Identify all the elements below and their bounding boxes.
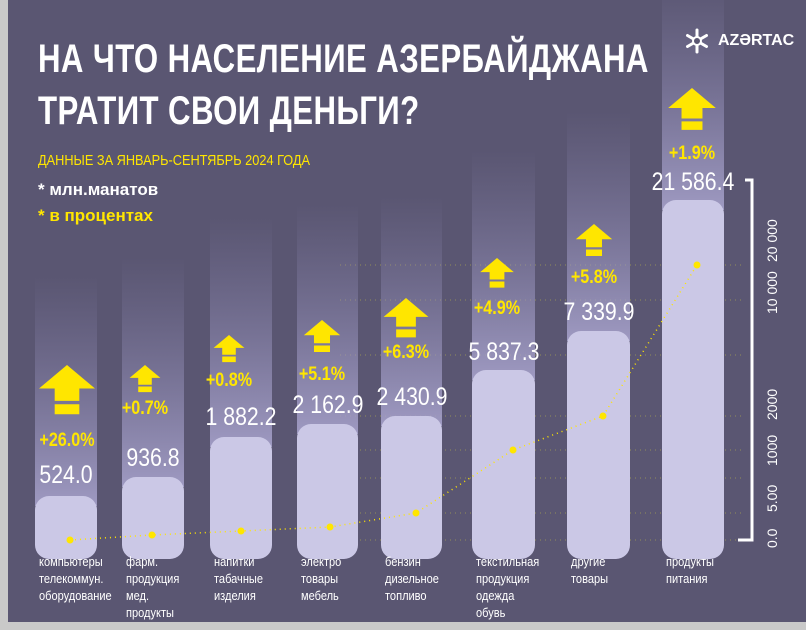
growth-arrow-up-icon — [480, 258, 514, 288]
value-label: 524.0 — [39, 461, 93, 489]
y-axis-tick: 0.0 — [764, 528, 780, 548]
category-label-line: топливо — [385, 588, 427, 603]
category-label: напитки табачные изделия — [214, 553, 263, 604]
growth-arrow-up-icon — [303, 320, 341, 353]
y-axis-tick: 1000 — [764, 434, 780, 466]
category-label-line: обувь — [476, 605, 506, 620]
y-axis-tick: 20 000 — [764, 219, 780, 262]
data-point — [412, 509, 420, 517]
growth-arrow-up-icon — [668, 88, 716, 130]
category-label-line: одежда — [476, 588, 515, 603]
data-point — [693, 261, 701, 269]
bar — [472, 370, 535, 559]
category-label-line: бензин — [385, 554, 421, 569]
title-line-1: НА ЧТО НАСЕЛЕНИЕ АЗЕРБАЙДЖАНА — [38, 37, 649, 81]
bar — [662, 200, 724, 559]
data-point — [326, 523, 334, 531]
category-label-line: телекоммун. — [39, 571, 104, 586]
growth-label: +26.0% — [39, 430, 95, 451]
category-label-line: продукция — [126, 571, 180, 586]
value-label: 5 837.3 — [468, 338, 539, 366]
category-label-line: товары — [301, 571, 339, 586]
category-label-line: дизельное — [385, 571, 439, 586]
axis-line — [738, 178, 754, 542]
category-label-line: компьютеры — [39, 554, 103, 569]
logo-text: AZƏRTAC — [718, 32, 795, 49]
category-label-line: мебель — [301, 588, 339, 603]
category-label-line: оборудование — [39, 588, 112, 603]
value-label: 2 430.9 — [376, 383, 447, 411]
category-label: компьютеры телекоммун. оборудование — [39, 553, 112, 604]
category-label-line: продукты — [666, 554, 714, 569]
growth-arrow-up-icon — [383, 298, 429, 338]
value-label: 7 339.9 — [563, 298, 634, 326]
value-label: 21 586.4 — [651, 168, 735, 196]
growth-label: +6.3% — [382, 342, 430, 363]
subtitle: ДАННЫЕ ЗА ЯНВАРЬ-СЕНТЯБРЬ 2024 ГОДА — [38, 152, 311, 169]
category-label-line: электро — [301, 554, 342, 569]
title-line-2: ТРАТИТ СВОИ ДЕНЬГИ? — [38, 89, 420, 133]
units-note: * млн.манатов — [38, 180, 159, 199]
bar — [35, 496, 97, 559]
bar-glow — [567, 111, 630, 341]
category-label-line: мед. — [126, 588, 150, 603]
category-label: электро товары мебель — [301, 553, 341, 604]
growth-label: +5.1% — [298, 364, 346, 385]
category-label-line: табачные — [214, 571, 264, 586]
data-point — [66, 536, 74, 544]
category-label: фарм. продукция мед. продукты — [126, 553, 179, 621]
category-label-line: продукция — [476, 571, 530, 586]
category-label: бензин дизельное топливо — [385, 553, 439, 604]
category-label: другие товары — [571, 553, 608, 587]
bar — [122, 477, 184, 559]
growth-arrow-up-icon — [39, 365, 95, 415]
value-label: 936.8 — [126, 444, 180, 472]
data-point — [599, 412, 607, 420]
percent-note: * в процентах — [38, 206, 153, 225]
growth-label: +0.7% — [121, 398, 169, 419]
growth-arrow-up-icon — [213, 335, 245, 363]
bar — [381, 416, 442, 559]
category-label-line: другие — [571, 554, 606, 569]
bar — [567, 331, 630, 559]
infographic: НА ЧТО НАСЕЛЕНИЕ АЗЕРБАЙДЖАНА ТРАТИТ СВО… — [8, 0, 806, 622]
growth-label: +5.8% — [570, 267, 618, 288]
category-label: продукты питания — [666, 553, 714, 587]
category-label-line: товары — [571, 571, 609, 586]
value-label: 1 882.2 — [205, 403, 277, 431]
category-label-line: продукты — [126, 605, 174, 620]
category-label-line: напитки — [214, 554, 255, 569]
category-label-line: изделия — [214, 588, 256, 603]
bar-glow — [297, 204, 358, 434]
growth-arrow-up-icon — [129, 365, 161, 393]
data-point — [237, 527, 245, 535]
value-label: 2 162.9 — [292, 391, 363, 419]
bar-glow — [210, 217, 272, 447]
category-label-line: текстильная — [476, 554, 540, 569]
growth-arrow-up-icon — [575, 224, 613, 257]
y-axis-tick: 2000 — [764, 388, 780, 420]
category-label-line: фарм. — [126, 554, 159, 569]
category-label: текстильная продукция одежда обувь — [476, 553, 539, 621]
y-axis-tick: 5.00 — [764, 484, 780, 512]
growth-label: +0.8% — [205, 370, 253, 391]
growth-label: +1.9% — [668, 143, 716, 164]
data-point — [509, 446, 517, 454]
snowflake-emblem-icon — [686, 28, 708, 54]
bar — [210, 437, 272, 559]
chart-canvas — [35, 0, 754, 559]
logo: AZƏRTAC — [684, 28, 794, 54]
y-axis-tick: 10 000 — [764, 271, 780, 314]
data-point — [148, 531, 156, 539]
growth-label: +4.9% — [473, 298, 521, 319]
bar — [297, 424, 358, 559]
category-label-line: питания — [666, 571, 708, 586]
